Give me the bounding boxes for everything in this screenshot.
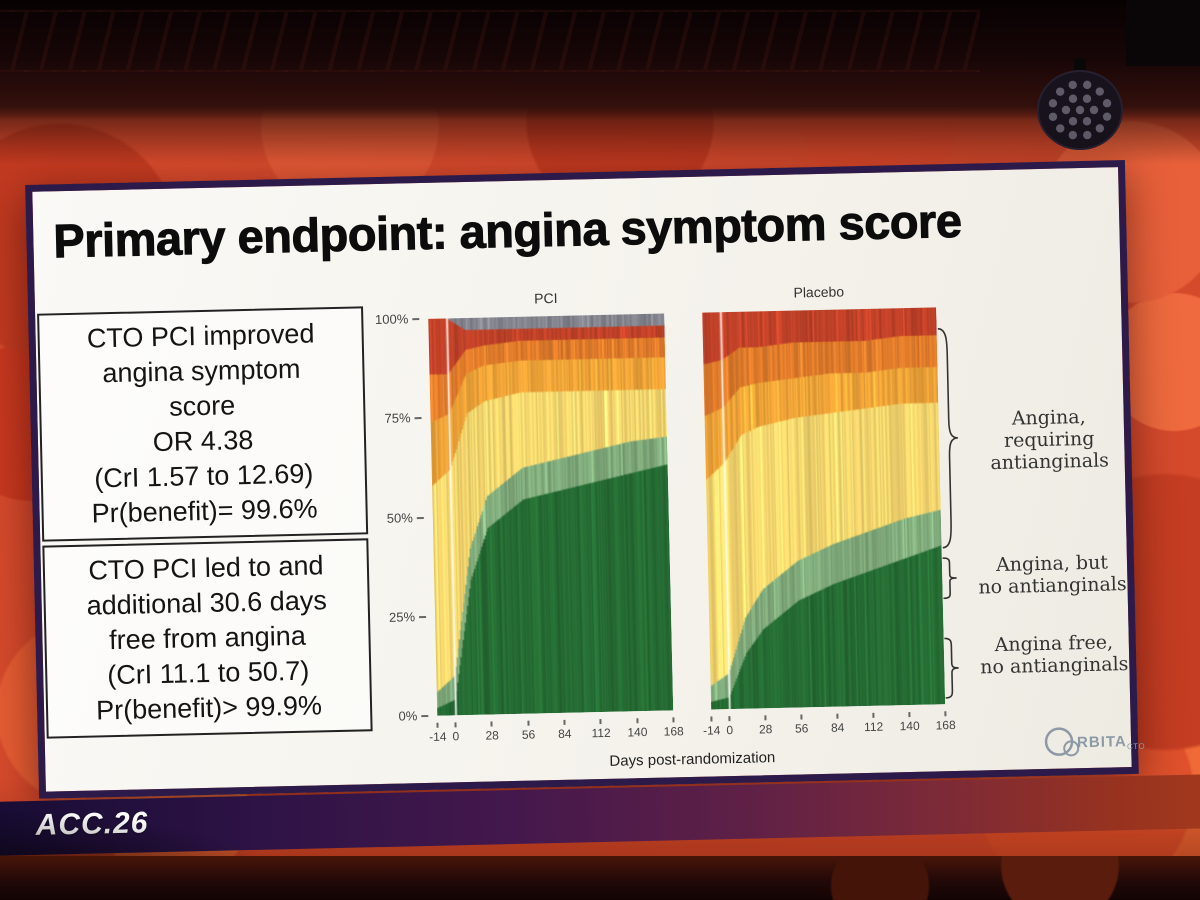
stat-line: additional 30.6 days bbox=[86, 585, 328, 621]
x-axis-title: Days post-randomization bbox=[609, 749, 776, 770]
x-tick-mark bbox=[490, 721, 494, 727]
slide: Primary endpoint: angina symptom score C… bbox=[25, 160, 1145, 799]
x-tick-mark bbox=[672, 717, 675, 723]
x-tick-mark bbox=[872, 712, 875, 718]
chart-panel-title-pci: PCI bbox=[534, 289, 558, 307]
y-tick-mark bbox=[414, 417, 422, 420]
y-tick-label: 100% bbox=[374, 311, 409, 328]
y-tick-mark bbox=[421, 714, 429, 718]
x-tick-mark bbox=[728, 716, 731, 722]
x-tick-mark bbox=[764, 715, 767, 721]
slide-title: Primary endpoint: angina symptom score bbox=[52, 193, 962, 268]
x-tick-mark bbox=[908, 712, 911, 718]
orbita-logo-text: RBITA bbox=[1076, 732, 1127, 751]
y-tick-label: 0% bbox=[398, 708, 418, 724]
x-tick-mark bbox=[599, 719, 602, 725]
x-tick-mark bbox=[636, 718, 639, 724]
x-tick-mark bbox=[563, 719, 566, 725]
x-tick-label: 56 bbox=[794, 721, 809, 736]
y-axis: 100% 75% 50% 25% 0% bbox=[357, 311, 430, 724]
x-tick-label: 112 bbox=[591, 725, 611, 741]
annotation-angina-requiring-antianginals: Angina, requiring antianginals bbox=[990, 405, 1110, 475]
x-tick-label: 168 bbox=[935, 717, 956, 733]
annotation-angina-free: Angina free, no antianginals bbox=[980, 631, 1129, 679]
chart-pci bbox=[428, 313, 674, 716]
brace-icon bbox=[936, 324, 963, 552]
y-tick-mark bbox=[419, 615, 427, 618]
chart-panel-title-placebo: Placebo bbox=[793, 283, 845, 301]
x-tick-label: 168 bbox=[663, 724, 684, 739]
chart-placebo bbox=[702, 307, 946, 710]
stat-line: Pr(benefit)= 99.6% bbox=[91, 493, 318, 529]
brace-icon bbox=[943, 637, 961, 699]
y-tick-label: 75% bbox=[384, 410, 411, 427]
chart-canvas-pci bbox=[428, 313, 674, 716]
stat-box-primary-endpoint: CTO PCI improved angina symptom score OR… bbox=[37, 306, 369, 542]
stage-floor bbox=[0, 856, 1200, 900]
x-tick-label: 28 bbox=[758, 722, 773, 737]
y-tick-mark bbox=[416, 516, 424, 519]
x-tick-mark bbox=[436, 722, 439, 728]
x-tick-mark bbox=[454, 722, 457, 728]
x-tick-label: 140 bbox=[627, 724, 648, 740]
x-tick-label: 140 bbox=[899, 718, 920, 734]
x-tick-label: 84 bbox=[557, 726, 572, 742]
annotation-angina-no-antianginals: Angina, but no antianginals bbox=[978, 551, 1127, 599]
x-axis-pci: -14 0 28 56 84 112 140 168 bbox=[429, 717, 684, 746]
x-tick-label: 28 bbox=[485, 728, 500, 743]
stat-line: CTO PCI improved bbox=[86, 318, 315, 354]
x-tick-label: 0 bbox=[726, 723, 734, 738]
orbita-cto-logo: RBITA CTO bbox=[1043, 723, 1146, 761]
x-tick-label: 112 bbox=[863, 719, 884, 735]
stat-line: Pr(benefit)> 99.9% bbox=[95, 690, 323, 726]
x-tick-mark bbox=[836, 713, 839, 719]
y-tick-mark bbox=[412, 318, 420, 321]
chart-canvas-placebo bbox=[702, 307, 946, 710]
x-tick-mark bbox=[710, 716, 713, 722]
x-tick-label: 56 bbox=[521, 727, 536, 742]
brace-icon bbox=[941, 557, 959, 599]
x-tick-mark bbox=[800, 714, 803, 720]
x-axis-placebo: -14 0 28 56 84 112 140 168 bbox=[703, 711, 956, 740]
x-tick-label: 0 bbox=[452, 729, 460, 744]
y-tick-label: 50% bbox=[386, 509, 413, 526]
x-tick-mark bbox=[944, 711, 947, 717]
stat-box-angina-free-days: CTO PCI led to and additional 30.6 days … bbox=[42, 538, 373, 739]
x-tick-mark bbox=[527, 720, 530, 726]
x-tick-label: -14 bbox=[702, 723, 721, 738]
x-tick-label: 84 bbox=[830, 720, 845, 735]
y-tick-label: 25% bbox=[388, 608, 416, 625]
x-tick-label: -14 bbox=[428, 729, 447, 744]
orbita-logo-sub: CTO bbox=[1126, 741, 1146, 751]
